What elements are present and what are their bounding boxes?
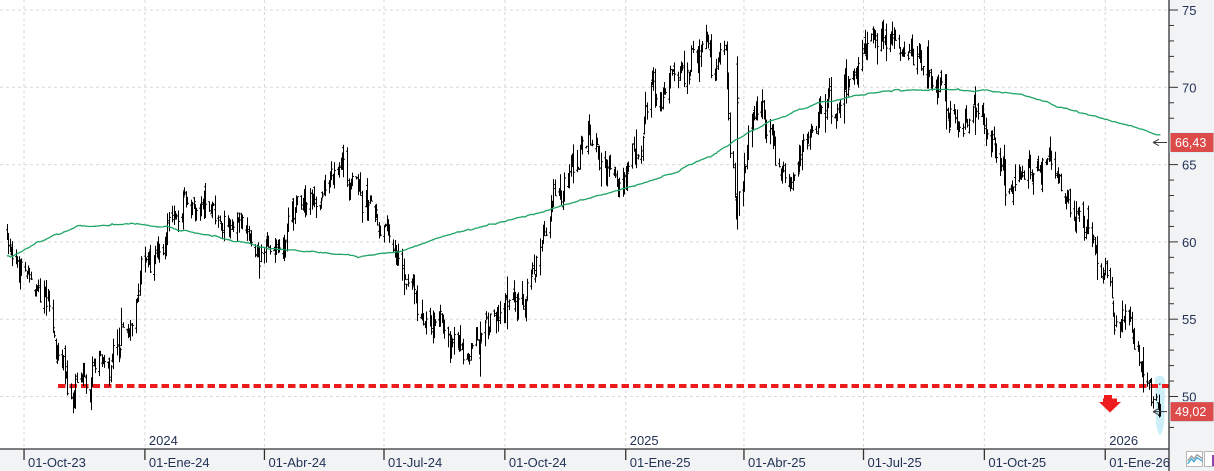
- svg-text:01-Abr-25: 01-Abr-25: [748, 455, 806, 470]
- svg-text:01-Jul-25: 01-Jul-25: [868, 455, 922, 470]
- svg-text:60: 60: [1182, 235, 1196, 250]
- svg-text:2024: 2024: [149, 433, 178, 448]
- svg-text:01-Oct-25: 01-Oct-25: [988, 455, 1046, 470]
- svg-text:01-Oct-24: 01-Oct-24: [509, 455, 567, 470]
- svg-text:01-Ene-24: 01-Ene-24: [149, 455, 210, 470]
- svg-text:2025: 2025: [630, 433, 659, 448]
- svg-text:49,02: 49,02: [1175, 405, 1206, 419]
- svg-text:65: 65: [1182, 158, 1196, 173]
- svg-text:01-Ene-25: 01-Ene-25: [630, 455, 691, 470]
- svg-text:01-Abr-24: 01-Abr-24: [268, 455, 326, 470]
- svg-text:01-Jul-24: 01-Jul-24: [388, 455, 442, 470]
- svg-text:70: 70: [1182, 80, 1196, 95]
- svg-text:01-Ene-26: 01-Ene-26: [1109, 455, 1170, 470]
- svg-text:2026: 2026: [1109, 433, 1138, 448]
- svg-text:66,43: 66,43: [1175, 136, 1206, 150]
- svg-text:75: 75: [1182, 3, 1196, 18]
- svg-text:55: 55: [1182, 312, 1196, 327]
- svg-text:01-Oct-23: 01-Oct-23: [28, 455, 86, 470]
